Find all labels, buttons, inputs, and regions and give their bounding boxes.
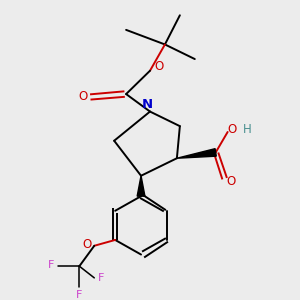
Text: O: O xyxy=(226,175,235,188)
Text: F: F xyxy=(76,290,83,300)
Text: F: F xyxy=(98,273,104,283)
Text: O: O xyxy=(78,91,87,103)
Polygon shape xyxy=(177,149,216,158)
Text: O: O xyxy=(154,60,164,73)
Text: O: O xyxy=(82,238,92,251)
Text: H: H xyxy=(243,123,251,136)
Text: F: F xyxy=(48,260,54,270)
Polygon shape xyxy=(137,176,145,196)
Text: O: O xyxy=(227,123,237,136)
Text: N: N xyxy=(142,98,153,111)
